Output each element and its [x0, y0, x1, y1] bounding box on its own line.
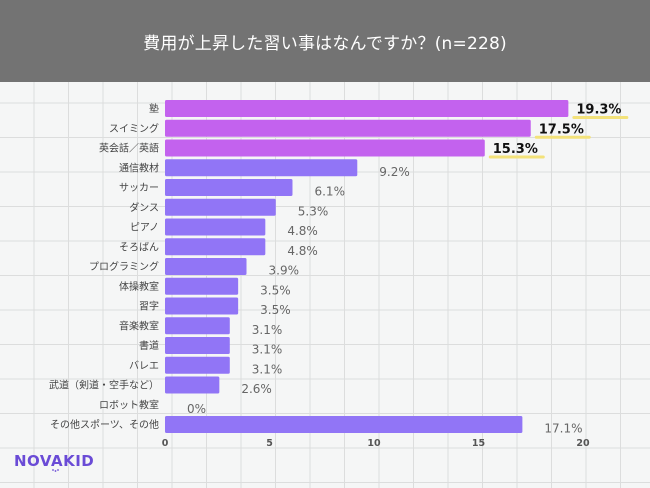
- chart-title-banner: 費用が上昇した習い事はなんですか？(n=228): [0, 0, 650, 82]
- x-tick-label: 5: [266, 438, 273, 449]
- category-label: バレエ: [129, 360, 159, 372]
- category-label: ピアノ: [130, 222, 159, 234]
- value-label: 0%: [187, 402, 206, 416]
- bar: [165, 416, 523, 433]
- value-label: 17.1%: [544, 422, 582, 436]
- bar: [165, 100, 569, 117]
- bar: [165, 119, 531, 137]
- value-label: 2.6%: [241, 382, 272, 396]
- category-label: 体操教室: [119, 280, 159, 293]
- bar: [165, 139, 485, 157]
- value-label: 3.1%: [252, 343, 282, 357]
- bar: [165, 277, 239, 295]
- x-tick-label: 10: [367, 438, 381, 449]
- value-label-underline: [572, 116, 629, 119]
- category-label: 塾: [149, 102, 159, 115]
- chart-title: 費用が上昇した習い事はなんですか？(n=228): [143, 33, 507, 54]
- category-label: 武道（剣道・空手など）: [49, 379, 159, 392]
- bar: [165, 198, 276, 216]
- value-label: 3.1%: [252, 323, 282, 337]
- value-label: 3.5%: [260, 303, 291, 317]
- bar: [165, 376, 220, 394]
- value-label: 4.8%: [287, 224, 318, 238]
- category-label: 通信教材: [119, 161, 159, 174]
- category-label: プログラミング: [89, 260, 159, 273]
- logo-text: NOVAKID: [14, 452, 94, 470]
- bar: [165, 179, 293, 196]
- category-label: スイミング: [109, 122, 159, 135]
- x-tick-label: 15: [472, 438, 485, 449]
- x-tick-label: 20: [576, 438, 590, 449]
- category-label: 書道: [139, 339, 159, 352]
- category-label: サッカー: [119, 182, 159, 194]
- category-label: そろばん: [119, 241, 159, 253]
- bar: [165, 218, 266, 236]
- bar: [165, 317, 230, 335]
- bar: [165, 297, 239, 315]
- bar: [165, 238, 266, 256]
- value-label-underline: [534, 135, 591, 139]
- value-label: 9.2%: [379, 165, 410, 179]
- value-label: 3.1%: [252, 362, 282, 376]
- category-label: 習字: [139, 300, 159, 313]
- category-label: 音楽教室: [119, 319, 159, 332]
- value-label: 4.8%: [287, 244, 318, 258]
- x-tick-label: 0: [162, 438, 169, 449]
- bar: [165, 159, 358, 177]
- category-label: その他スポーツ、その他: [50, 418, 159, 431]
- value-label: 3.9%: [269, 264, 300, 278]
- value-label: 19.3%: [576, 103, 621, 118]
- value-label: 5.3%: [298, 204, 329, 218]
- category-label: ロボット教室: [99, 398, 159, 411]
- value-label: 15.3%: [493, 142, 538, 157]
- novakid-logo: NOVAKID: [14, 452, 94, 472]
- category-label: ダンス: [129, 201, 159, 214]
- value-label: 3.5%: [260, 283, 291, 297]
- value-label: 17.5%: [539, 122, 584, 137]
- bar: [165, 337, 230, 354]
- category-label: 英会話／英語: [99, 142, 159, 155]
- bar: [165, 258, 247, 275]
- value-label-underline: [488, 155, 545, 159]
- value-label: 6.1%: [314, 185, 345, 199]
- bar: [165, 356, 230, 374]
